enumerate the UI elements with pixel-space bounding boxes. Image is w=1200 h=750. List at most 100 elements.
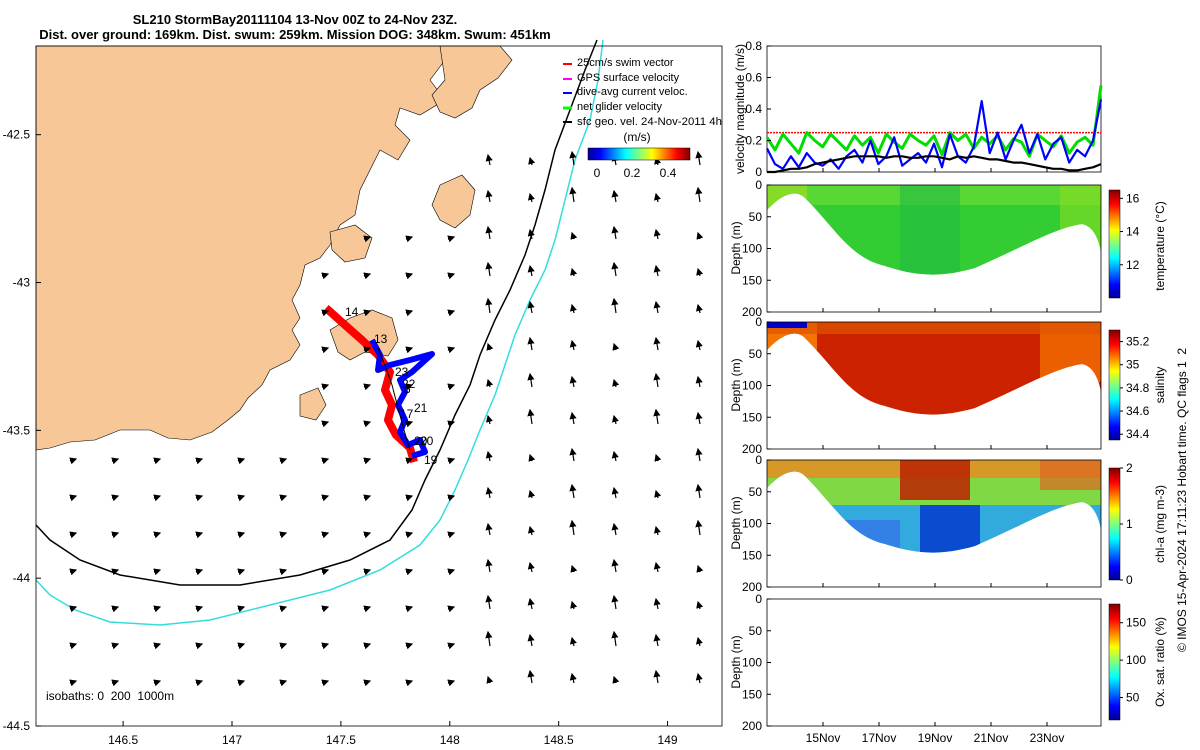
- current-vector: [363, 309, 372, 317]
- current-vector: [485, 486, 493, 499]
- current-vector: [485, 630, 493, 647]
- colorbar-tick-label: 16: [1126, 191, 1140, 205]
- current-vector: [195, 531, 204, 539]
- velocity-y-tick-label: 0.2: [745, 134, 762, 148]
- current-vector: [485, 450, 493, 462]
- current-vector: [153, 457, 162, 465]
- current-vector: [405, 531, 414, 539]
- current-vector: [527, 408, 535, 425]
- current-vector: [695, 519, 703, 536]
- depth-tick-label: 200: [742, 719, 762, 733]
- current-vector: [485, 297, 493, 314]
- depth-tick-label: 0: [755, 592, 762, 606]
- current-vector: [570, 600, 578, 610]
- oxygen-ylabel: Depth (m): [729, 635, 743, 688]
- isobath-200m: [35, 39, 598, 586]
- current-vector: [69, 679, 78, 687]
- glider-track-blue: [369, 338, 435, 459]
- current-vector: [696, 600, 704, 610]
- current-vector: [653, 561, 661, 573]
- current-vector: [486, 378, 494, 388]
- current-vector: [569, 411, 577, 425]
- current-vector: [237, 642, 246, 650]
- current-vector: [695, 339, 703, 351]
- velocity-series-line: [766, 99, 1103, 170]
- current-vector: [279, 568, 288, 576]
- date-tick-label: 15Nov: [806, 731, 841, 745]
- colorbar-tick-label: 100: [1126, 653, 1146, 667]
- current-vector: [447, 457, 456, 465]
- current-vector: [527, 228, 535, 240]
- current-vector: [485, 414, 493, 425]
- current-vector: [405, 272, 414, 280]
- copyright-note: © IMOS 15-Apr-2024 17:11:23 Hobart time.…: [1175, 348, 1189, 652]
- current-vector: [405, 309, 414, 317]
- current-vector: [69, 457, 78, 465]
- current-vector: [69, 531, 78, 539]
- current-vector: [611, 558, 619, 573]
- current-vector: [363, 420, 372, 428]
- current-vector: [486, 342, 494, 351]
- depth-tick-label: 150: [742, 410, 762, 424]
- current-vector: [321, 605, 330, 613]
- current-vector: [237, 457, 246, 465]
- map-y-tick-label: -42.5: [3, 128, 31, 142]
- legend-label-sfc: sfc geo. vel. 24-Nov-2011 4h: [577, 116, 722, 128]
- current-vector: [653, 408, 661, 425]
- current-vector: [485, 594, 493, 610]
- current-vector: [363, 494, 372, 502]
- current-vector: [447, 346, 456, 354]
- current-vector: [653, 669, 661, 684]
- track-label: 6: [404, 382, 411, 396]
- current-vector: [363, 457, 372, 465]
- current-vector: [569, 339, 577, 351]
- current-vector: [405, 568, 414, 576]
- current-vector: [279, 642, 288, 650]
- current-vector: [569, 375, 577, 388]
- current-vector: [111, 568, 120, 576]
- velocity-panel: 0 0.2 0.4 0.6 0.8 velocity magnitude (m/s): [733, 39, 1103, 179]
- oxygen-y-ticks: 0 50 100 150 200: [742, 592, 771, 733]
- colorbar-tick-label: 34.6: [1126, 404, 1150, 418]
- current-vector: [485, 225, 493, 240]
- current-vector: [195, 568, 204, 576]
- current-vector: [447, 568, 456, 576]
- temperature-colorbar-label: temperature (°C): [1153, 201, 1167, 291]
- current-vector: [111, 679, 120, 687]
- depth-tick-label: 50: [749, 624, 763, 638]
- current-vector: [447, 605, 456, 613]
- current-vector: [695, 186, 703, 203]
- current-vector: [321, 383, 330, 391]
- current-vector: [111, 494, 120, 502]
- current-vector: [695, 483, 703, 499]
- current-vector: [611, 414, 619, 425]
- current-vector: [321, 531, 330, 539]
- current-vector: [321, 346, 330, 354]
- depth-tick-label: 100: [742, 517, 762, 531]
- colorbar-tick-label: 35.2: [1126, 335, 1150, 349]
- map-colorbar-label: (m/s): [623, 130, 650, 144]
- current-vector: [653, 633, 661, 647]
- current-vector: [153, 679, 162, 687]
- current-vector: [153, 494, 162, 502]
- current-vector: [611, 261, 619, 277]
- track-label: 20: [420, 434, 434, 448]
- current-vector: [654, 453, 662, 462]
- current-vector: [612, 378, 620, 388]
- current-vector: [447, 642, 456, 650]
- current-vector: [485, 153, 493, 166]
- track-label: 19: [424, 453, 438, 467]
- geostrophic-vectors: [69, 150, 704, 687]
- velocity-axes-frame: [766, 45, 1102, 173]
- isobaths-label: isobaths: 0 200 1000m: [46, 689, 174, 703]
- current-vector: [321, 309, 330, 317]
- current-vector: [695, 636, 703, 647]
- current-vector: [237, 605, 246, 613]
- current-vector: [611, 522, 619, 536]
- current-vector: [195, 457, 204, 465]
- island-land: [329, 224, 373, 263]
- current-vector: [153, 568, 162, 576]
- current-vector: [611, 630, 619, 647]
- legend-label-gps: GPS surface velocity: [577, 72, 680, 84]
